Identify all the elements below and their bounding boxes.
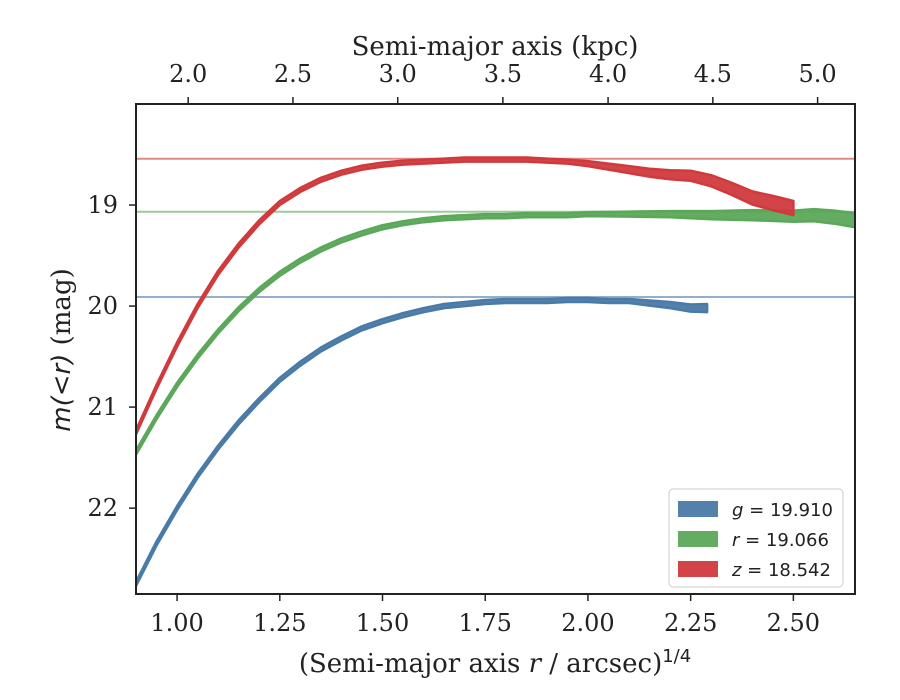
x-axis-title-mid: / arcsec) (541, 649, 662, 679)
x-tick-label: 2.00 (561, 609, 614, 637)
legend-label-z: z = 18.542 (731, 560, 831, 581)
series-band-g (136, 296, 709, 588)
top-x-tick-label: 4.5 (694, 60, 732, 88)
x-tick-label: 1.00 (150, 609, 203, 637)
top-x-tick-label: 2.5 (274, 60, 312, 88)
legend-swatch-z (678, 561, 718, 577)
x-axis-title-var: r (529, 649, 543, 679)
y-axis-title-var: m(<r) (47, 354, 77, 432)
x-axis-title-pre: (Semi-major axis (299, 649, 529, 679)
y-tick-label: 22 (87, 494, 118, 522)
plot-frame (135, 103, 856, 595)
x-tick-label: 2.50 (767, 609, 820, 637)
plot-area (136, 156, 855, 588)
x-tick-label: 1.50 (356, 609, 409, 637)
x-axis-ticks: 1.00 1.25 1.50 1.75 2.00 2.25 2.50 (150, 594, 820, 637)
x-axis-title: (Semi-major axis r / arcsec)1/4 (299, 646, 691, 679)
x-tick-label: 1.25 (253, 609, 306, 637)
x-tick-label: 2.25 (664, 609, 717, 637)
legend-swatch-r (678, 531, 718, 547)
series-band-r (136, 207, 855, 456)
series-band-z (136, 156, 795, 436)
y-axis-ticks: 19 20 21 22 (87, 191, 136, 522)
legend-swatch-g (678, 501, 718, 517)
legend: g = 19.910 r = 19.066 z = 18.542 (668, 488, 844, 588)
top-x-tick-label: 5.0 (799, 60, 837, 88)
top-x-tick-label: 3.5 (484, 60, 522, 88)
top-x-tick-label: 2.0 (169, 60, 207, 88)
legend-label-g: g = 19.910 (732, 500, 833, 521)
y-axis-title-unit: (mag) (47, 268, 77, 353)
x-tick-label: 1.75 (459, 609, 512, 637)
top-x-tick-label: 4.0 (589, 60, 627, 88)
y-tick-label: 21 (87, 393, 118, 421)
top-x-tick-label: 3.0 (379, 60, 417, 88)
y-tick-label: 20 (87, 292, 118, 320)
y-tick-label: 19 (87, 191, 118, 219)
y-axis-title: m(<r) (mag) (47, 268, 77, 431)
top-x-axis-title: Semi-major axis (kpc) (352, 32, 639, 62)
legend-label-r: r = 19.066 (732, 530, 829, 551)
top-x-axis-ticks: 2.0 2.5 3.0 3.5 4.0 4.5 5.0 (169, 60, 837, 104)
chart-marks (136, 156, 855, 588)
x-axis-title-sup: 1/4 (662, 646, 691, 667)
